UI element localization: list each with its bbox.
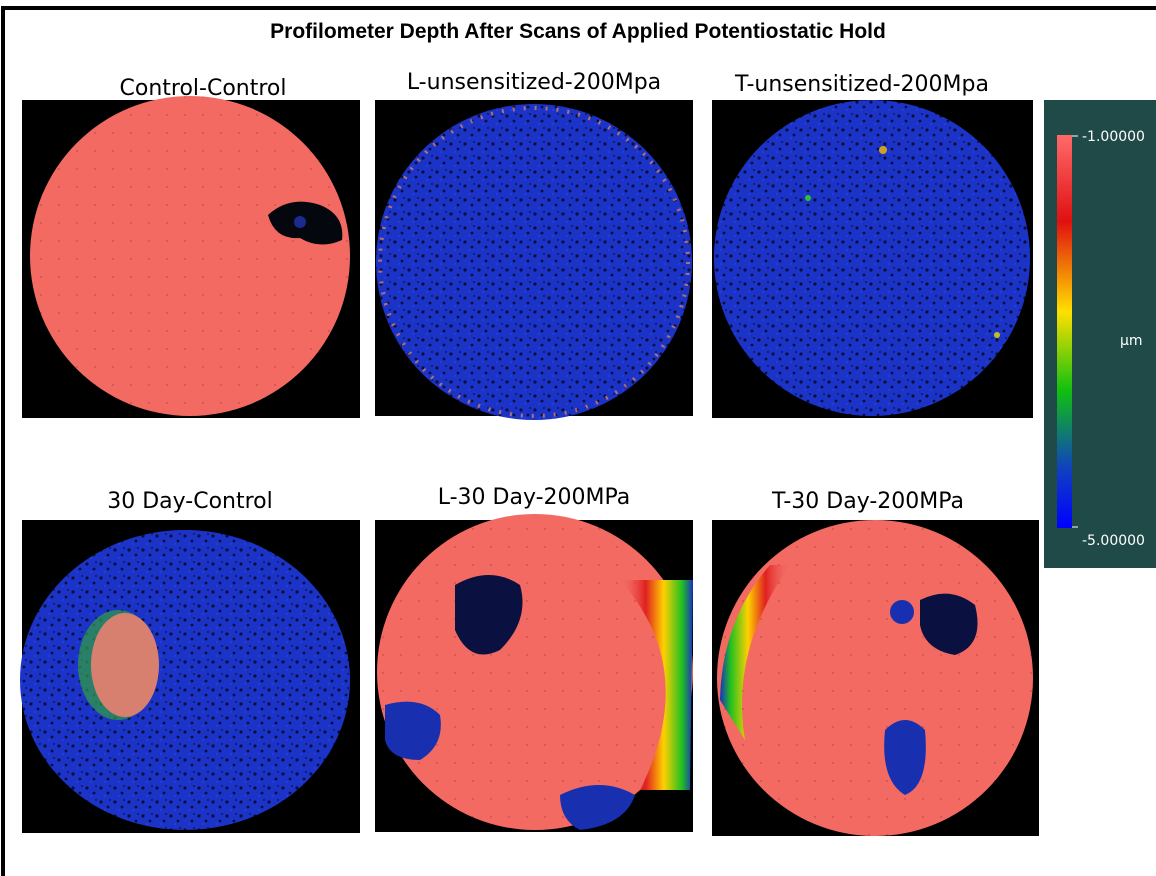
colorbar-min-label: -5.00000 — [1082, 533, 1145, 549]
scan-image — [20, 520, 360, 833]
figure-title: Profilometer Depth After Scans of Applie… — [270, 20, 886, 43]
colorbar: -1.00000 µm -5.00000 — [1044, 100, 1156, 568]
scan-image — [375, 514, 703, 832]
colorbar-max-label: -1.00000 — [1082, 129, 1145, 145]
scan-image — [375, 100, 693, 420]
panel-label: T-30 Day-200MPa — [771, 489, 964, 514]
panel-label: 30 Day-Control — [107, 489, 273, 514]
frame — [1, 6, 1156, 876]
panel-label: L-30 Day-200MPa — [438, 485, 631, 510]
panel-label: L-unsensitized-200Mpa — [407, 70, 661, 95]
scan-image — [712, 100, 1033, 418]
scan-image — [22, 96, 360, 418]
panel-label: T-unsensitized-200Mpa — [734, 72, 989, 97]
scan-image — [712, 520, 1039, 836]
colorbar-unit: µm — [1120, 333, 1143, 349]
